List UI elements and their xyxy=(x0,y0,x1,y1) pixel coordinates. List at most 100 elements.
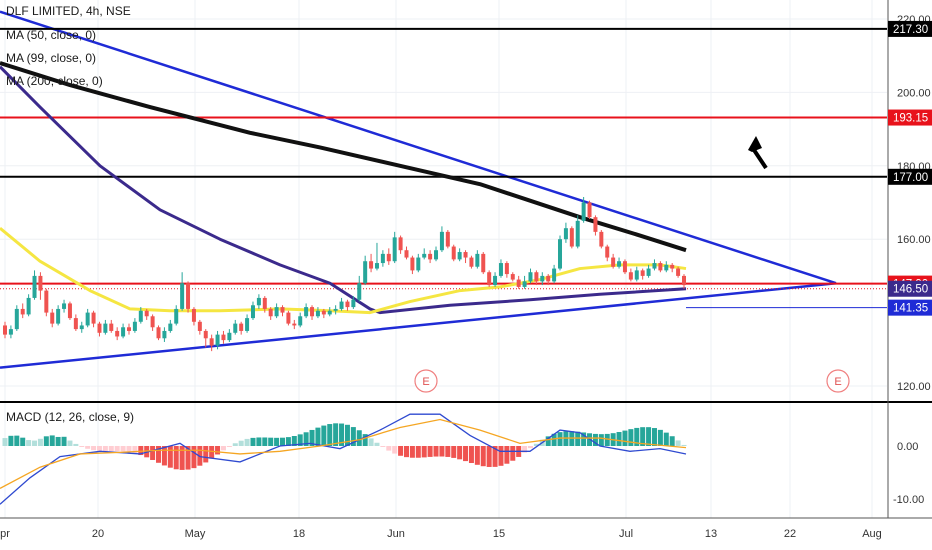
time-tick-label: 18 xyxy=(293,528,305,540)
macd-histogram-bar xyxy=(463,446,469,462)
candle xyxy=(50,308,55,328)
macd-histogram-bar xyxy=(85,446,91,449)
candle-body xyxy=(445,231,450,247)
candle xyxy=(280,305,285,317)
ma200-legend[interactable]: MA (200, close, 0) xyxy=(6,74,103,88)
macd-histogram-bar xyxy=(581,432,587,446)
candle-body xyxy=(85,312,90,326)
macd-histogram-bar xyxy=(628,429,634,446)
macd-histogram-bar xyxy=(150,446,156,460)
candle xyxy=(410,255,415,275)
candle xyxy=(569,226,574,249)
candle xyxy=(256,294,261,309)
candle xyxy=(528,268,533,284)
macd-histogram-bar xyxy=(250,437,256,446)
macd-histogram-bar xyxy=(344,424,350,446)
candle-body xyxy=(138,310,143,322)
candle xyxy=(8,325,13,339)
macd-histogram-bar xyxy=(43,436,49,446)
macd-histogram-bar xyxy=(350,427,356,446)
candle-body xyxy=(233,323,238,333)
candle-body xyxy=(91,312,96,324)
candle-body xyxy=(398,237,403,251)
time-tick-label: Jun xyxy=(387,528,405,540)
candle xyxy=(475,250,480,269)
candle-body xyxy=(516,279,521,287)
candle-body xyxy=(434,250,439,260)
candle xyxy=(26,294,31,317)
candle-body xyxy=(504,263,509,275)
arrow-mark-stem xyxy=(752,148,768,170)
candle xyxy=(144,308,149,320)
candle-body xyxy=(682,275,686,286)
candle xyxy=(428,250,433,264)
ma50-legend[interactable]: MA (50, close, 0) xyxy=(6,28,97,42)
candle xyxy=(605,244,610,262)
candle-body xyxy=(380,253,385,264)
candle-body xyxy=(162,330,167,339)
macd-histogram-bar xyxy=(61,436,67,446)
candle xyxy=(262,296,267,313)
candle-body xyxy=(652,263,657,269)
candle xyxy=(522,275,527,289)
candle-body xyxy=(250,305,255,319)
macd-histogram-bar xyxy=(226,446,232,447)
candle xyxy=(392,231,397,264)
candle xyxy=(345,299,350,311)
candle xyxy=(209,334,214,352)
price-tag-label: 193.15 xyxy=(893,113,928,125)
candle-body xyxy=(274,307,279,317)
candle-body xyxy=(79,325,84,330)
macd-histogram-bar xyxy=(604,433,610,446)
macd-histogram-bar xyxy=(108,446,114,452)
candle-body xyxy=(174,308,179,324)
macd-histogram-bar xyxy=(32,440,38,446)
macd-histogram-bar xyxy=(156,446,162,463)
macd-histogram-bar xyxy=(675,440,681,446)
candle-body xyxy=(617,261,622,267)
macd-histogram-bar xyxy=(616,432,622,446)
macd-tick-label: -10.00 xyxy=(893,494,924,506)
candle-body xyxy=(73,318,78,330)
moving-averages xyxy=(0,61,687,315)
time-tick-label: May xyxy=(185,528,206,540)
candle-body xyxy=(628,272,633,280)
candle-body xyxy=(8,329,13,335)
time-tick-label: Aug xyxy=(862,528,882,540)
macd-histogram-bar xyxy=(492,446,498,467)
candle-body xyxy=(593,217,598,232)
time-tick-label: 22 xyxy=(784,528,796,540)
macd-histogram-bar xyxy=(79,446,85,447)
price-tag-bg xyxy=(888,20,932,37)
candle xyxy=(634,266,639,282)
candle xyxy=(168,319,173,333)
ma99-legend[interactable]: MA (99, close, 0) xyxy=(6,51,97,65)
candle-body xyxy=(103,323,108,333)
candle-body xyxy=(439,231,444,251)
candle xyxy=(398,235,403,254)
price-tag-label: 177.00 xyxy=(893,172,928,184)
macd-histogram-bar xyxy=(486,446,492,467)
macd-histogram-bar xyxy=(575,431,581,446)
macd-pane xyxy=(0,401,932,505)
macd-histogram-bar xyxy=(681,444,687,446)
candle xyxy=(79,321,84,333)
candle-body xyxy=(670,264,675,269)
candle xyxy=(203,329,208,348)
macd-histogram-bar xyxy=(291,436,297,446)
candle xyxy=(451,244,456,262)
candle-body xyxy=(168,323,173,331)
macd-legend[interactable]: MACD (12, 26, close, 9) xyxy=(6,410,135,424)
macd-histogram-bar xyxy=(651,428,657,446)
macd-histogram-bar xyxy=(592,433,598,446)
price-tag-label: 217.30 xyxy=(893,24,928,36)
candle xyxy=(646,264,651,278)
price-tick-label: 120.00 xyxy=(897,381,931,393)
candle-body xyxy=(386,253,391,262)
candle-body xyxy=(522,281,527,287)
candle-body xyxy=(475,253,480,267)
candle-body xyxy=(150,316,155,328)
macd-histogram-bar xyxy=(445,446,451,457)
candle xyxy=(611,253,616,269)
